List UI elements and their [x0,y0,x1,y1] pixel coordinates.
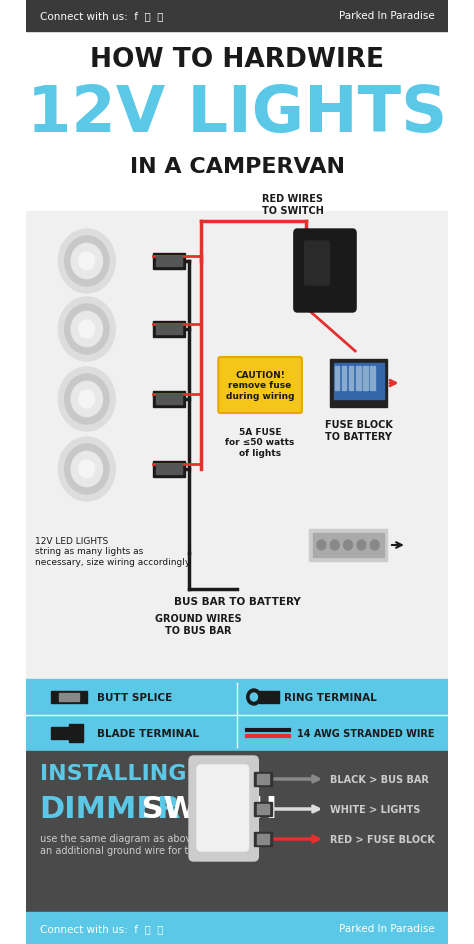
Bar [27,0,447,32]
Bar [335,366,339,391]
Text: INSTALLING A: INSTALLING A [40,763,211,784]
Circle shape [58,437,115,501]
Text: BUS BAR TO BATTERY: BUS BAR TO BATTERY [173,597,301,606]
Circle shape [250,693,257,701]
Bar [154,254,184,270]
Text: RING TERMINAL: RING TERMINAL [284,692,377,702]
Bar [349,366,354,391]
Circle shape [330,540,339,550]
Bar [27,912,447,944]
Bar [330,360,387,408]
FancyBboxPatch shape [189,756,258,861]
Bar [254,832,272,846]
Bar [312,533,383,557]
Bar [363,366,368,391]
Circle shape [247,689,261,705]
Bar [27,751,447,912]
Circle shape [71,452,102,487]
Circle shape [58,229,115,294]
FancyBboxPatch shape [219,358,302,413]
Circle shape [64,375,109,425]
Bar [154,462,184,478]
Bar [254,802,272,817]
Circle shape [58,297,115,362]
Text: HOW TO HARDWIRE: HOW TO HARDWIRE [90,47,384,73]
Bar [259,691,279,703]
Text: Connect with us:  f  ⓘ  ⓟ: Connect with us: f ⓘ ⓟ [40,11,163,21]
Bar [51,727,73,739]
Text: 12V LED LIGHTS
string as many lights as
necessary, size wiring accordingly: 12V LED LIGHTS string as many lights as … [35,536,191,566]
Text: BUTT SPLICE: BUTT SPLICE [98,692,173,702]
Circle shape [370,540,379,550]
Text: Parked In Paradise: Parked In Paradise [338,11,434,21]
Circle shape [317,540,326,550]
Bar [51,691,87,703]
Bar [27,211,447,680]
Circle shape [64,445,109,495]
Circle shape [79,461,95,479]
Bar [156,325,182,334]
Text: 12V LIGHTS: 12V LIGHTS [27,83,447,144]
Bar [154,392,184,408]
Text: WHITE > LIGHTS: WHITE > LIGHTS [330,804,421,814]
Text: use the same diagram as above with
an additional ground wire for the switch: use the same diagram as above with an ad… [40,834,235,854]
Text: DIMMER: DIMMER [40,795,182,823]
Text: 5A FUSE
for ≤50 watts
of lights: 5A FUSE for ≤50 watts of lights [226,428,295,457]
Text: BLADE TERMINAL: BLADE TERMINAL [98,728,200,738]
Bar [342,366,346,391]
Bar [254,772,272,786]
Bar [69,724,83,742]
Bar [156,257,182,267]
Bar [256,774,269,784]
Circle shape [71,244,102,279]
Bar [370,366,375,391]
Bar [154,322,184,338]
Circle shape [64,237,109,287]
Circle shape [79,321,95,339]
Text: Parked In Paradise: Parked In Paradise [338,923,434,933]
Bar [27,680,447,751]
Circle shape [357,540,366,550]
Circle shape [71,312,102,347]
FancyBboxPatch shape [197,766,248,851]
Circle shape [344,540,353,550]
Bar [156,464,182,475]
Bar [334,363,383,399]
Circle shape [71,382,102,417]
Text: RED > FUSE BLOCK: RED > FUSE BLOCK [330,834,435,844]
Bar [256,834,269,844]
Circle shape [79,253,95,271]
Bar [27,32,447,211]
Text: SWITCH: SWITCH [131,795,277,823]
Circle shape [79,391,95,409]
Text: CAUTION!
remove fuse
during wiring: CAUTION! remove fuse during wiring [226,371,294,400]
Text: 14 AWG STRANDED WIRE: 14 AWG STRANDED WIRE [297,728,434,738]
Text: BLACK > BUS BAR: BLACK > BUS BAR [330,774,429,784]
FancyBboxPatch shape [294,229,356,312]
Text: FUSE BLOCK
TO BATTERY: FUSE BLOCK TO BATTERY [325,419,392,441]
Text: Connect with us:  f  ⓘ  ⓟ: Connect with us: f ⓘ ⓟ [40,923,163,933]
Bar [156,395,182,405]
Bar [309,530,387,562]
Circle shape [64,305,109,355]
Bar [256,804,269,814]
Bar [356,366,361,391]
Circle shape [58,367,115,431]
Text: GROUND WIRES
TO BUS BAR: GROUND WIRES TO BUS BAR [155,614,241,635]
FancyBboxPatch shape [304,242,329,286]
Bar [59,693,79,701]
Text: RED WIRES
TO SWITCH: RED WIRES TO SWITCH [262,194,324,216]
Text: IN A CAMPERVAN: IN A CAMPERVAN [129,157,345,177]
